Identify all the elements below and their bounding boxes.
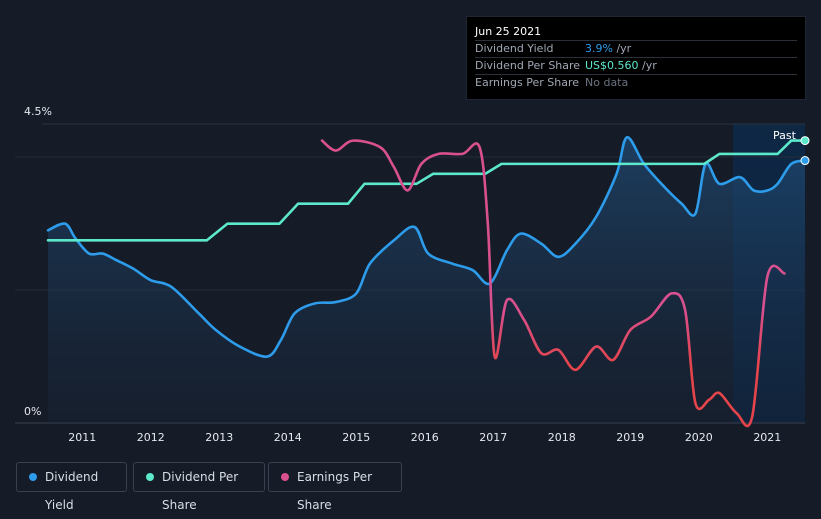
dividend-yield-end-marker bbox=[800, 156, 810, 166]
legend-dot-icon bbox=[29, 473, 37, 481]
dividend-yield-area bbox=[48, 137, 805, 423]
tooltip-value: No data bbox=[585, 76, 629, 89]
tooltip-value: US$0.560 bbox=[585, 59, 639, 72]
x-tick-label: 2013 bbox=[205, 431, 233, 444]
x-tick-label: 2014 bbox=[274, 431, 302, 444]
x-tick-label: 2019 bbox=[616, 431, 644, 444]
chart-area: 2011 2012 2013 2014 2015 2016 2017 2018 2019 2020… bbox=[15, 123, 810, 444]
tooltip-unit: /yr bbox=[638, 59, 657, 72]
tooltip-unit: /yr bbox=[612, 42, 632, 55]
dividend-yield-line bbox=[46, 135, 807, 358]
tooltip-label: Dividend Yield bbox=[475, 42, 554, 55]
x-tick-label: 2020 bbox=[685, 431, 713, 444]
x-tick-label: 2011 bbox=[68, 431, 96, 444]
tooltip-label: Dividend Per Share bbox=[475, 59, 581, 72]
legend-dot-icon bbox=[281, 473, 289, 481]
dividend-per-share-end-marker bbox=[800, 136, 810, 146]
tooltip-value: 3.9% bbox=[585, 42, 613, 55]
tooltip: Jun 25 2021 Dividend Yield 3.9% /yr Divi… bbox=[466, 16, 806, 100]
tooltip-date: Jun 25 2021 bbox=[475, 25, 542, 38]
tooltip-label: Earnings Per Share bbox=[475, 76, 580, 89]
x-tick-label: 2016 bbox=[411, 431, 439, 444]
legend-item-dividend-yield[interactable]: Dividend Yield bbox=[16, 462, 127, 512]
y-tick-label-min: 0% bbox=[24, 405, 42, 418]
legend-item-earnings-per-share[interactable]: Earnings Per Share bbox=[268, 462, 402, 512]
dividend-per-share-line bbox=[46, 139, 807, 242]
legend-dot-icon bbox=[146, 473, 154, 481]
tooltip-row-earnings-per-share: Earnings Per Share No data bbox=[475, 74, 797, 91]
past-label: Past bbox=[773, 129, 796, 142]
x-tick-label: 2021 bbox=[753, 431, 781, 444]
x-tick-label: 2017 bbox=[479, 431, 507, 444]
legend-item-dividend-per-share[interactable]: Dividend Per Share bbox=[133, 462, 265, 512]
tooltip-row-dividend-per-share: Dividend Per Share US$0.560 /yr bbox=[475, 57, 797, 74]
x-tick-label: 2015 bbox=[342, 431, 370, 444]
earnings-per-share-line bbox=[320, 139, 786, 428]
x-tick-label: 2012 bbox=[137, 431, 165, 444]
y-tick-label-max: 4.5% bbox=[24, 105, 52, 118]
tooltip-row-dividend-yield: Dividend Yield 3.9% /yr bbox=[475, 40, 797, 57]
x-tick-label: 2018 bbox=[548, 431, 576, 444]
